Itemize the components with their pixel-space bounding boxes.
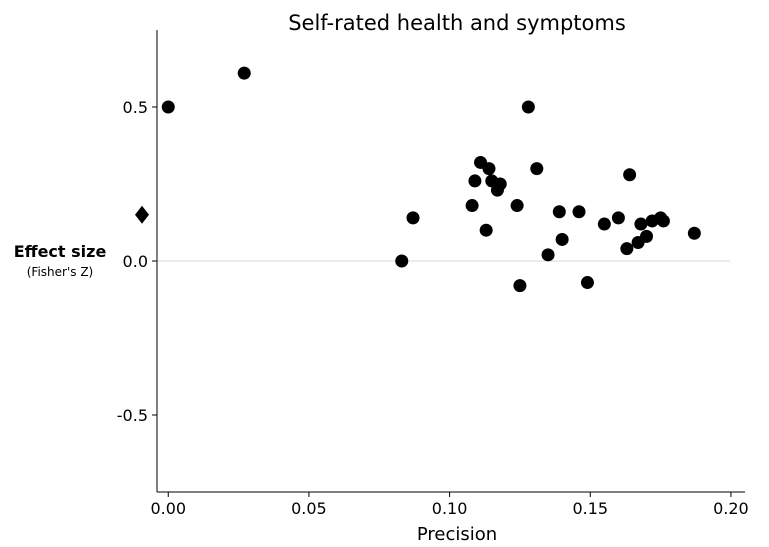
data-point (521, 100, 535, 114)
x-tick-label: 0.05 (291, 499, 327, 518)
x-axis-label: Precision (417, 524, 497, 545)
data-point (513, 279, 527, 293)
data-point (687, 226, 701, 240)
data-point (530, 162, 544, 176)
data-point (237, 66, 251, 80)
plot-area: 0.00 0.05 0.10 0.15 0.20 0.5 0.0 -0.5 (117, 30, 749, 518)
data-point (656, 214, 670, 228)
data-point (468, 174, 482, 188)
data-point (597, 217, 611, 231)
y-tick-label: -0.5 (117, 406, 148, 425)
data-point (620, 242, 634, 256)
data-point (161, 100, 175, 114)
y-axis-sublabel: (Fisher's Z) (27, 265, 94, 279)
summary-diamond (135, 205, 149, 224)
data-point (541, 248, 555, 262)
data-point (493, 177, 507, 191)
data-point (395, 254, 409, 268)
x-tick-label: 0.00 (150, 499, 186, 518)
y-tick-label: 0.5 (123, 98, 148, 117)
data-point (465, 199, 479, 213)
x-tick-label: 0.15 (572, 499, 608, 518)
x-tick-label: 0.20 (713, 499, 749, 518)
data-point (479, 223, 493, 237)
y-tick-label: 0.0 (123, 252, 148, 271)
data-point (634, 217, 648, 231)
data-point (580, 276, 594, 290)
data-point (572, 205, 586, 219)
data-point (640, 229, 654, 243)
chart-title: Self-rated health and symptoms (288, 11, 626, 35)
x-tick-label: 0.10 (432, 499, 468, 518)
data-point (623, 168, 637, 182)
data-point (611, 211, 625, 225)
data-point (406, 211, 420, 225)
data-point (552, 205, 566, 219)
data-point (482, 162, 496, 176)
data-point (510, 199, 524, 213)
data-point (555, 232, 569, 246)
y-axis-label: Effect size (14, 242, 107, 261)
